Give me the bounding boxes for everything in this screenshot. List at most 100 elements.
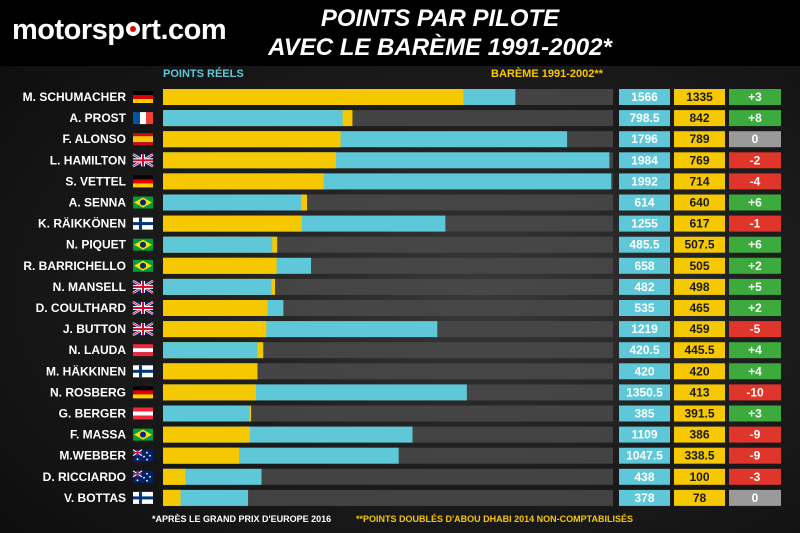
value-label-points-reels: 1350.5 <box>626 385 663 399</box>
bar-points-reels <box>163 468 262 485</box>
flag-austria-icon <box>133 407 153 420</box>
difference-cell <box>729 236 781 253</box>
logo-text-part1: motorsp <box>12 14 125 46</box>
value-cell-bareme <box>674 300 725 316</box>
flag-germany-icon <box>133 386 153 399</box>
bar-bareme <box>163 257 277 274</box>
driver-name-label: A. SENNA <box>69 196 127 210</box>
value-cell-bareme <box>674 342 725 359</box>
difference-label: +4 <box>748 343 762 357</box>
value-cell-points-reels <box>619 342 670 359</box>
flag-australia-icon <box>132 470 153 483</box>
flag-uk-icon <box>132 153 154 168</box>
header-points-reels: POINTS RÉELS <box>163 68 244 80</box>
driver-name-label: N. MANSELL <box>53 280 126 294</box>
value-label-points-reels: 420.5 <box>629 343 659 357</box>
driver-name-label: N. PIQUET <box>66 238 127 252</box>
value-label-points-reels: 385 <box>634 407 654 421</box>
driver-name-label: L. HAMILTON <box>50 153 126 167</box>
flag-austria-icon <box>133 344 153 357</box>
difference-label: +3 <box>748 407 762 421</box>
driver-name-label: F. MASSA <box>70 428 126 442</box>
value-cell-bareme <box>674 215 725 232</box>
value-cell-bareme <box>674 152 725 169</box>
flag-finland-icon <box>133 365 153 378</box>
bar-track <box>163 468 613 485</box>
driver-name-label: S. VETTEL <box>65 174 126 188</box>
difference-label: +2 <box>748 301 762 315</box>
difference-label: -3 <box>750 470 761 484</box>
value-cell-points-reels <box>619 384 670 401</box>
bar-bareme <box>163 468 186 485</box>
difference-label: +6 <box>748 238 762 252</box>
value-label-bareme: 617 <box>689 217 709 231</box>
difference-cell <box>729 468 781 485</box>
value-cell-points-reels <box>619 215 670 232</box>
value-cell-points-reels <box>619 300 670 316</box>
driver-name-label: D. RICCIARDO <box>43 470 126 484</box>
value-cell-bareme <box>674 468 725 485</box>
value-label-points-reels: 798.5 <box>629 111 659 125</box>
difference-cell <box>729 342 781 359</box>
value-label-points-reels: 535 <box>634 301 654 315</box>
value-label-points-reels: 614 <box>634 196 654 210</box>
difference-label: 0 <box>752 491 759 505</box>
driver-name-label: J. BUTTON <box>63 322 126 336</box>
flag-france-icon <box>133 112 153 125</box>
value-cell-bareme <box>674 257 725 274</box>
value-label-points-reels: 378 <box>634 491 654 505</box>
value-cell-points-reels <box>619 236 670 253</box>
flag-brazil-icon <box>133 259 153 272</box>
value-cell-points-reels <box>619 426 670 443</box>
value-label-bareme: 769 <box>689 153 709 167</box>
bar-track <box>163 405 613 422</box>
value-cell-points-reels <box>619 110 670 127</box>
difference-cell <box>729 300 781 316</box>
difference-label: +6 <box>748 196 762 210</box>
difference-label: -4 <box>750 174 761 188</box>
value-label-points-reels: 1255 <box>631 217 658 231</box>
value-label-bareme: 445.5 <box>684 343 714 357</box>
value-cell-bareme <box>674 131 725 148</box>
driver-name-label: K. RÄIKKÖNEN <box>38 216 126 231</box>
driver-name-label: M. SCHUMACHER <box>23 90 127 104</box>
driver-name-label: G. BERGER <box>59 407 127 421</box>
difference-cell <box>729 89 781 105</box>
value-label-points-reels: 485.5 <box>629 238 659 252</box>
bar-bareme <box>163 426 250 443</box>
value-label-bareme: 507.5 <box>684 238 714 252</box>
value-label-bareme: 391.5 <box>684 407 714 421</box>
flag-uk-icon <box>132 279 154 294</box>
bar-bareme <box>163 215 302 232</box>
difference-label: +8 <box>748 111 762 125</box>
value-label-bareme: 498 <box>689 280 709 294</box>
difference-cell <box>729 278 781 295</box>
bar-bareme <box>163 152 337 169</box>
value-label-points-reels: 1047.5 <box>626 449 663 463</box>
header-bareme: BARÈME 1991-2002** <box>491 68 603 80</box>
difference-label: 0 <box>752 132 759 146</box>
driver-name-label: N. ROSBERG <box>50 385 126 399</box>
value-cell-points-reels <box>619 131 670 148</box>
bar-track <box>163 363 613 380</box>
value-label-points-reels: 1796 <box>631 132 658 146</box>
title-line1: POINTS PAR PILOTE <box>320 5 560 32</box>
bar-track <box>163 278 613 295</box>
value-label-points-reels: 1109 <box>631 428 657 442</box>
value-cell-points-reels <box>619 278 670 295</box>
value-label-points-reels: 482 <box>634 280 654 294</box>
value-cell-bareme <box>674 236 725 253</box>
bar-points-reels <box>163 489 249 506</box>
bar-bareme <box>163 447 240 464</box>
value-label-bareme: 640 <box>689 196 709 210</box>
difference-label: -9 <box>750 449 761 463</box>
chart-title: POINTS PAR PILOTE AVEC LE BARÈME 1991-20… <box>240 4 640 62</box>
value-cell-points-reels <box>619 321 670 338</box>
difference-cell <box>729 110 781 127</box>
bar-points-reels <box>163 342 258 359</box>
driver-name-label: M.WEBBER <box>59 449 126 463</box>
flag-finland-icon <box>133 491 153 504</box>
logo-text-part2: rt.com <box>140 14 227 46</box>
value-cell-points-reels <box>619 194 670 211</box>
value-label-bareme: 413 <box>689 385 709 399</box>
